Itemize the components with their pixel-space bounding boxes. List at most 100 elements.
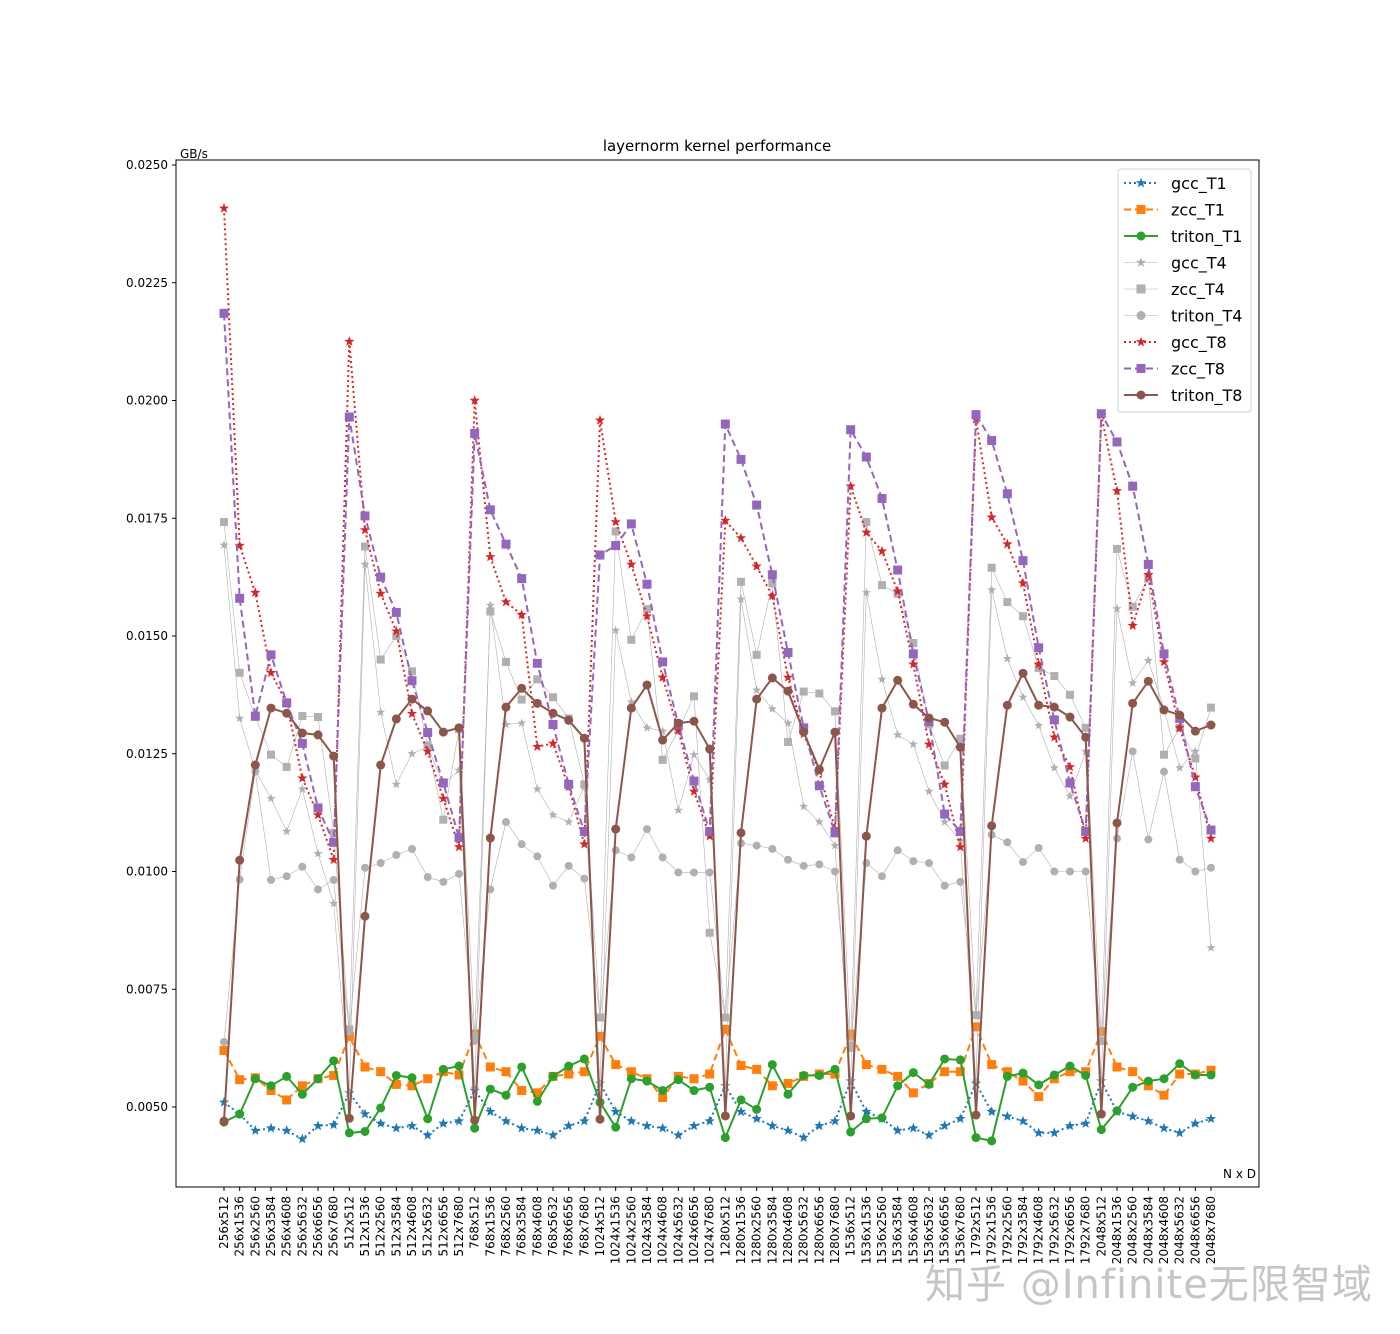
x-tick-label: 1536x6656 bbox=[938, 1196, 952, 1264]
series-triton-t8 bbox=[219, 668, 1216, 1126]
x-tick-label: 1280x3584 bbox=[765, 1196, 779, 1264]
x-tick-label: 1280x6656 bbox=[812, 1196, 826, 1264]
x-tick-label: 2048x3584 bbox=[1141, 1196, 1155, 1264]
x-tick-label: 256x5632 bbox=[295, 1196, 309, 1257]
x-axis-label: N x D bbox=[1223, 1167, 1256, 1181]
legend-label: triton_T1 bbox=[1171, 227, 1242, 247]
legend-label: triton_T4 bbox=[1171, 307, 1242, 327]
y-tick-label: 0.0200 bbox=[126, 394, 168, 408]
legend-label: triton_T8 bbox=[1171, 386, 1242, 406]
x-tick-label: 768x2560 bbox=[499, 1196, 513, 1257]
x-tick-label: 512x6656 bbox=[436, 1196, 450, 1257]
x-tick-label: 256x3584 bbox=[264, 1196, 278, 1257]
x-tick-label: 2048x4608 bbox=[1157, 1196, 1171, 1264]
x-tick-label: 512x2560 bbox=[374, 1196, 388, 1257]
x-tick-label: 768x7680 bbox=[577, 1196, 591, 1257]
x-tick-label: 1792x3584 bbox=[1016, 1196, 1030, 1264]
series-gcc-t8 bbox=[218, 202, 1217, 865]
watermark: 知乎 @Infinite无限智域 bbox=[925, 1262, 1373, 1308]
y-tick-label: 0.0150 bbox=[126, 629, 168, 643]
x-tick-label: 1024x2560 bbox=[624, 1196, 638, 1264]
y-tick-label: 0.0175 bbox=[126, 511, 168, 525]
legend-label: zcc_T4 bbox=[1171, 280, 1225, 300]
x-tick-label: 1792x2560 bbox=[1000, 1196, 1014, 1264]
y-axis-ticks: 0.0050 0.0075 0.0100 0.0125 0.0150 0.0175 0.02… bbox=[126, 158, 176, 1114]
x-tick-label: 1024x512 bbox=[593, 1196, 607, 1257]
y-tick-label: 0.0250 bbox=[126, 158, 168, 172]
legend-item-gcc-t4: gcc_T4 bbox=[1124, 254, 1227, 274]
x-tick-label: 2048x5632 bbox=[1173, 1196, 1187, 1264]
x-tick-label: 1792x6656 bbox=[1063, 1196, 1077, 1264]
x-tick-label: 512x3584 bbox=[389, 1196, 403, 1257]
chart-title: layernorm kernel performance bbox=[603, 137, 831, 155]
x-tick-label: 1024x4608 bbox=[656, 1196, 670, 1264]
legend-label: gcc_T8 bbox=[1171, 333, 1227, 353]
x-tick-label: 768x3584 bbox=[515, 1196, 529, 1257]
series-triton-t1 bbox=[219, 1054, 1216, 1146]
legend-item-triton-t1: triton_T1 bbox=[1124, 227, 1242, 247]
legend-item-zcc-t8: zcc_T8 bbox=[1124, 360, 1225, 380]
x-tick-label: 256x2560 bbox=[248, 1196, 262, 1257]
x-tick-label: 1280x5632 bbox=[797, 1196, 811, 1264]
legend: gcc_T1 zcc_T1 triton_T1 gcc_T4 zcc_T4 triton_… bbox=[1117, 168, 1252, 413]
x-tick-label: 1280x2560 bbox=[750, 1196, 764, 1264]
x-tick-label: 1792x4608 bbox=[1032, 1196, 1046, 1264]
x-tick-label: 1536x4608 bbox=[906, 1196, 920, 1264]
x-tick-label: 1280x7680 bbox=[828, 1196, 842, 1264]
legend-label: gcc_T4 bbox=[1171, 254, 1227, 274]
x-tick-label: 768x4608 bbox=[530, 1196, 544, 1257]
x-tick-label: 2048x512 bbox=[1094, 1196, 1108, 1257]
plot-frame bbox=[175, 159, 1260, 1188]
legend-label: gcc_T1 bbox=[1171, 174, 1227, 194]
y-tick-label: 0.0100 bbox=[126, 865, 168, 879]
x-tick-label: 2048x6656 bbox=[1188, 1196, 1202, 1264]
x-tick-label: 2048x2560 bbox=[1126, 1196, 1140, 1264]
y-tick-label: 0.0125 bbox=[126, 747, 168, 761]
x-axis-ticks: 256x512 256x1536 256x2560 256x3584 256x4608 2… bbox=[217, 1187, 1218, 1264]
x-tick-label: 1280x512 bbox=[718, 1196, 732, 1257]
x-tick-label: 1536x1536 bbox=[859, 1196, 873, 1264]
y-tick-label: 0.0050 bbox=[126, 1100, 168, 1114]
x-tick-label: 1792x5632 bbox=[1047, 1196, 1061, 1264]
x-tick-label: 1536x5632 bbox=[922, 1196, 936, 1264]
x-tick-label: 768x1536 bbox=[483, 1196, 497, 1257]
y-tick-label: 0.0225 bbox=[126, 276, 168, 290]
x-tick-label: 1792x1536 bbox=[985, 1196, 999, 1264]
x-tick-label: 512x7680 bbox=[452, 1196, 466, 1257]
legend-item-gcc-t1: gcc_T1 bbox=[1124, 174, 1227, 194]
x-tick-label: 512x5632 bbox=[421, 1196, 435, 1257]
x-tick-label: 256x6656 bbox=[311, 1196, 325, 1257]
x-tick-label: 1280x4608 bbox=[781, 1196, 795, 1264]
x-tick-label: 1536x7680 bbox=[953, 1196, 967, 1264]
y-axis-label: GB/s bbox=[180, 147, 208, 161]
x-tick-label: 1536x2560 bbox=[875, 1196, 889, 1264]
x-tick-label: 256x4608 bbox=[280, 1196, 294, 1257]
legend-item-zcc-t1: zcc_T1 bbox=[1124, 201, 1225, 221]
x-tick-label: 1024x7680 bbox=[703, 1196, 717, 1264]
x-tick-label: 512x1536 bbox=[358, 1196, 372, 1257]
plot-area bbox=[218, 202, 1217, 1146]
x-tick-label: 768x6656 bbox=[562, 1196, 576, 1257]
legend-label: zcc_T1 bbox=[1171, 201, 1225, 221]
x-tick-label: 1024x6656 bbox=[687, 1196, 701, 1264]
x-tick-label: 1792x512 bbox=[969, 1196, 983, 1257]
x-tick-label: 256x512 bbox=[217, 1196, 231, 1249]
x-tick-label: 512x512 bbox=[342, 1196, 356, 1249]
x-tick-label: 1024x3584 bbox=[640, 1196, 654, 1264]
x-tick-label: 256x7680 bbox=[327, 1196, 341, 1257]
x-tick-label: 1536x512 bbox=[844, 1196, 858, 1257]
y-tick-label: 0.0075 bbox=[126, 982, 168, 996]
legend-item-triton-t8: triton_T8 bbox=[1124, 386, 1242, 406]
x-tick-label: 1792x7680 bbox=[1079, 1196, 1093, 1264]
x-tick-label: 768x5632 bbox=[546, 1196, 560, 1257]
legend-item-zcc-t4: zcc_T4 bbox=[1124, 280, 1225, 300]
x-tick-label: 1280x1536 bbox=[734, 1196, 748, 1264]
x-tick-label: 512x4608 bbox=[405, 1196, 419, 1257]
x-tick-label: 1024x1536 bbox=[609, 1196, 623, 1264]
x-tick-label: 768x512 bbox=[468, 1196, 482, 1249]
x-tick-label: 1536x3584 bbox=[891, 1196, 905, 1264]
legend-label: zcc_T8 bbox=[1171, 360, 1225, 380]
x-tick-label: 2048x7680 bbox=[1204, 1196, 1218, 1264]
x-tick-label: 1024x5632 bbox=[671, 1196, 685, 1264]
